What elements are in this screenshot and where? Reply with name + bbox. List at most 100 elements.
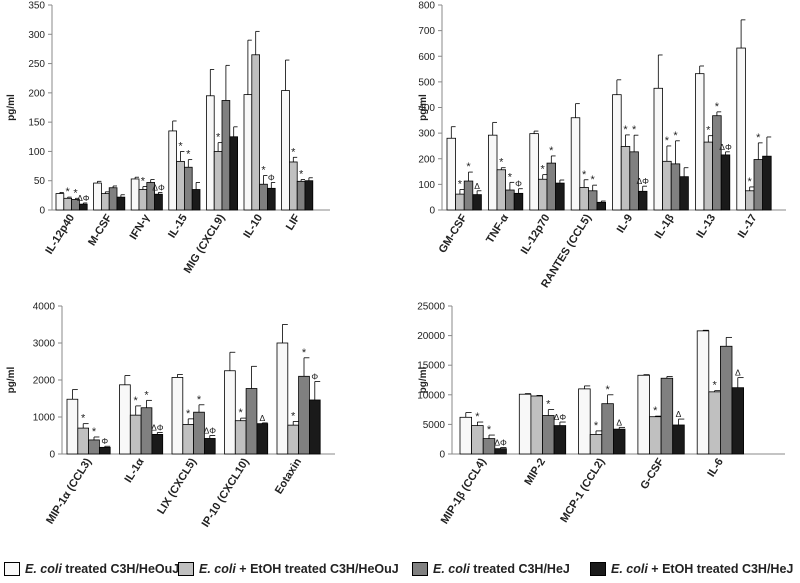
bar bbox=[99, 446, 111, 455]
bar bbox=[308, 399, 321, 455]
significance-mark: * bbox=[66, 186, 71, 198]
category-label: IL-17 bbox=[736, 212, 760, 240]
bar bbox=[463, 180, 474, 211]
y-tick-label: 600 bbox=[418, 52, 435, 63]
y-tick-label: 800 bbox=[418, 1, 435, 12]
category-label: GM-CSF bbox=[437, 212, 470, 255]
y-tick-label: 50 bbox=[34, 176, 46, 187]
bar bbox=[637, 374, 650, 455]
significance-mark: Φ bbox=[311, 371, 318, 381]
significance-mark: Δ bbox=[676, 409, 682, 419]
bar bbox=[660, 377, 674, 455]
y-axis-label: pg/ml bbox=[418, 94, 429, 121]
legend-swatch-1 bbox=[4, 562, 20, 576]
significance-mark: * bbox=[541, 164, 546, 176]
significance-mark: * bbox=[665, 135, 670, 147]
significance-mark: * bbox=[549, 145, 554, 157]
y-tick-label: 5000 bbox=[423, 420, 446, 431]
bar bbox=[101, 193, 110, 211]
bar bbox=[281, 90, 290, 211]
bar bbox=[287, 424, 299, 455]
bar bbox=[55, 193, 65, 211]
bar bbox=[538, 178, 548, 211]
bar bbox=[753, 159, 764, 211]
bar bbox=[276, 342, 289, 455]
bar bbox=[649, 416, 662, 455]
bar bbox=[66, 398, 79, 455]
legend-label-2: E. coli + EtOH treated C3H/HeOuJ bbox=[199, 562, 399, 576]
bar bbox=[670, 163, 681, 211]
bar bbox=[79, 203, 88, 211]
y-tick-label: 2000 bbox=[33, 376, 56, 387]
significance-mark: * bbox=[748, 176, 753, 188]
bar bbox=[288, 161, 298, 211]
bar bbox=[88, 439, 100, 455]
significance-mark: * bbox=[632, 124, 637, 136]
bar bbox=[720, 345, 733, 455]
bar bbox=[494, 448, 507, 455]
bar bbox=[304, 180, 314, 211]
bar bbox=[638, 190, 648, 211]
category-label: IL-10 bbox=[241, 212, 265, 240]
significance-mark: * bbox=[546, 399, 551, 411]
significance-mark: Δ bbox=[474, 181, 480, 191]
legend-swatch-2 bbox=[178, 562, 194, 576]
bar bbox=[93, 182, 102, 211]
significance-mark: * bbox=[591, 174, 596, 186]
category-label: LIF bbox=[284, 212, 303, 233]
bar bbox=[570, 117, 581, 211]
bar bbox=[183, 166, 193, 211]
legend-item-3: E. coli treated C3H/HeJ bbox=[412, 561, 570, 577]
legend-label-4: E. coli + EtOH treated C3H/HeJ bbox=[611, 562, 794, 576]
bar bbox=[530, 395, 543, 455]
y-tick-label: 4000 bbox=[33, 302, 56, 313]
bar bbox=[518, 393, 532, 455]
category-label: IFN-γ bbox=[128, 211, 153, 241]
y-tick-label: 300 bbox=[28, 30, 45, 41]
bar bbox=[251, 54, 261, 211]
y-tick-label: 200 bbox=[28, 88, 45, 99]
bar bbox=[472, 194, 482, 211]
bar bbox=[191, 189, 201, 211]
bar bbox=[229, 136, 239, 211]
legend-label-3: E. coli treated C3H/HeJ bbox=[433, 562, 570, 576]
y-tick-label: 300 bbox=[418, 129, 435, 140]
bar bbox=[245, 388, 258, 455]
significance-mark: * bbox=[582, 169, 587, 181]
significance-mark: * bbox=[458, 179, 463, 191]
significance-mark: * bbox=[302, 347, 307, 359]
chart-panel-4: 0500010000150002000025000pg/ml**ΔΦMIP-1β… bbox=[417, 302, 785, 526]
bar bbox=[130, 178, 140, 211]
bar bbox=[298, 375, 310, 455]
bar bbox=[553, 425, 567, 455]
category-label: TNF-α bbox=[484, 212, 511, 246]
bar bbox=[703, 141, 714, 211]
bar bbox=[154, 193, 163, 211]
significance-mark: * bbox=[186, 149, 191, 161]
bar bbox=[129, 414, 142, 455]
bar bbox=[496, 169, 507, 211]
bar bbox=[119, 384, 131, 455]
bar bbox=[213, 151, 223, 211]
y-tick-label: 0 bbox=[429, 206, 435, 217]
bar bbox=[171, 377, 184, 455]
significance-mark: ΔΦ bbox=[494, 437, 507, 447]
y-tick-label: 10000 bbox=[417, 390, 445, 401]
bar bbox=[731, 387, 745, 455]
significance-mark: ΔΦ bbox=[636, 176, 649, 186]
y-tick-label: 700 bbox=[418, 26, 435, 37]
bar bbox=[63, 197, 72, 211]
significance-mark: * bbox=[487, 424, 492, 436]
bar bbox=[612, 94, 622, 211]
significance-mark: * bbox=[144, 389, 149, 401]
significance-mark: ΔΦ bbox=[152, 182, 165, 192]
significance-mark: ΔΦ bbox=[204, 426, 217, 436]
significance-mark: * bbox=[261, 164, 266, 176]
bar bbox=[696, 330, 710, 455]
y-tick-label: 500 bbox=[418, 77, 435, 88]
category-label: MIP-1β (CCL4) bbox=[439, 456, 489, 526]
significance-mark: * bbox=[73, 187, 78, 199]
bar bbox=[596, 201, 607, 211]
significance-mark: * bbox=[623, 124, 628, 136]
